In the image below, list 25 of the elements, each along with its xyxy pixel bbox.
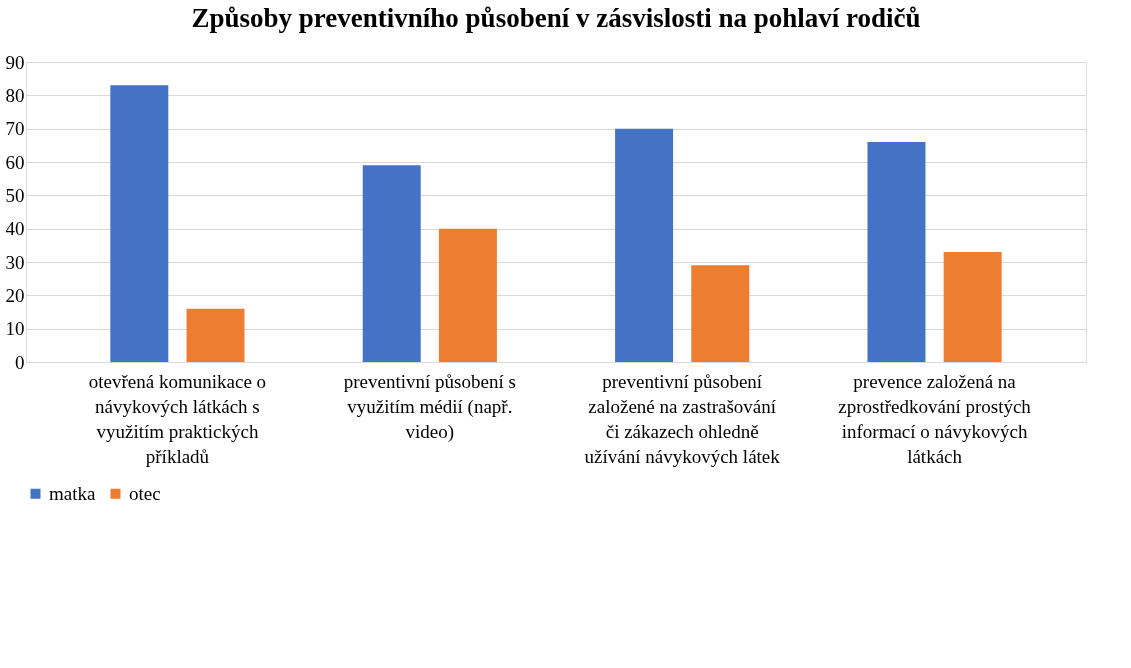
y-tick-label: 80 [5, 84, 25, 106]
chart-title: Způsoby preventivního působení v zásvislosti na pohlaví rodičů [191, 3, 921, 33]
bar [362, 165, 421, 362]
legend-label: matka [49, 482, 96, 504]
bar [867, 142, 926, 362]
y-tick-label: 10 [5, 318, 25, 340]
x-tick-label: otevřená komunikace o návykových látkách s využitím praktických příkladů [88, 370, 267, 467]
bar [186, 308, 245, 362]
bar [943, 252, 1002, 362]
y-tick-label: 0 [15, 351, 25, 373]
y-tick-label: 40 [5, 218, 25, 240]
y-tick-label: 50 [5, 184, 25, 206]
x-tick-label: prevence založená na zprostředkování prostých informací o návykových látkách [838, 370, 1032, 467]
y-tick-label: 90 [5, 51, 25, 73]
y-tick-label: 60 [5, 151, 25, 173]
y-tick-label: 30 [5, 251, 25, 273]
bar [438, 228, 497, 362]
x-tick-label: preventivní působení založené na zastrašování či zákazech ohledně užívání návykových látek [584, 370, 781, 467]
legend-label: otec [129, 482, 161, 504]
y-tick-label: 70 [5, 118, 25, 140]
x-tick-label: preventivní působení s využitím médií (např. video) [343, 370, 516, 443]
bar [691, 265, 750, 362]
y-tick-label: 20 [5, 284, 25, 306]
bar [110, 85, 169, 362]
bar [615, 128, 674, 362]
